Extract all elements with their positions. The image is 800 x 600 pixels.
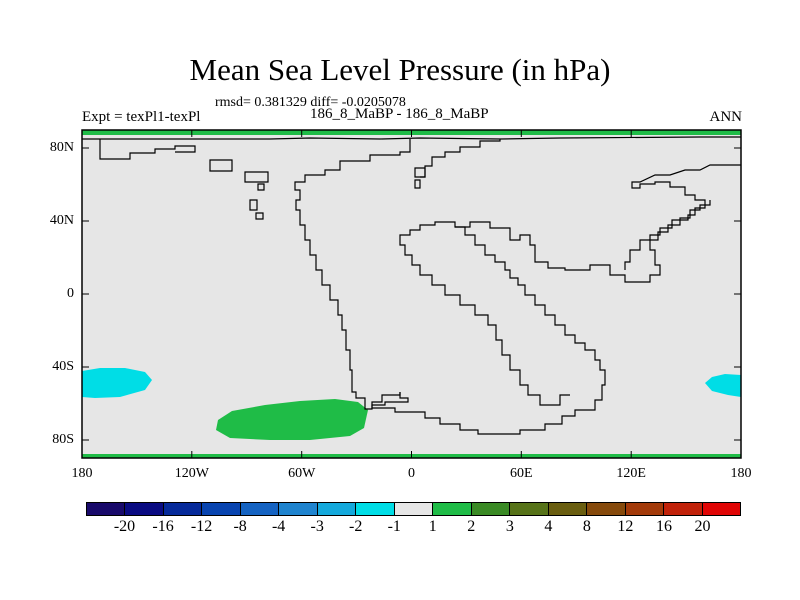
colorbar-box (317, 503, 357, 515)
x-tick-label: 60W (288, 466, 316, 481)
coastline-small-island-3 (257, 183, 265, 191)
x-tick-label: 0 (408, 466, 415, 481)
colorbar-box (587, 503, 626, 515)
coastline-small-island-1 (209, 159, 233, 172)
colorbar-box (125, 503, 164, 515)
colorbar-label: -4 (271, 518, 286, 535)
colorbar-box (202, 503, 241, 515)
coastline-small-island-2 (244, 171, 269, 183)
colorbar-box (356, 503, 395, 515)
colorbar-label: -8 (233, 518, 247, 535)
colorbar-label: 2 (467, 518, 476, 535)
colorbar-label: 3 (505, 518, 514, 535)
colorbar-box (664, 503, 703, 515)
colorbar-label: 12 (617, 518, 634, 535)
tick-marks (81, 130, 742, 458)
y-tick-label: 80S (52, 432, 74, 447)
y-tick-label: 80N (49, 140, 74, 155)
y-tick-label: 40S (52, 359, 74, 374)
colorbar-label: -1 (387, 518, 401, 535)
colorbar-box (702, 503, 740, 515)
coastline-north-polar (82, 136, 741, 140)
coastlines (82, 136, 741, 435)
x-tick-label: 180 (71, 466, 93, 481)
colorbar-label: -3 (310, 518, 324, 535)
colorbar-box (433, 503, 472, 515)
y-tick-label: 0 (67, 286, 74, 301)
anomaly-southwest-pacific (82, 368, 152, 398)
coastline-asia-east (624, 164, 741, 270)
colorbar-label: 16 (655, 518, 672, 535)
coastline-central-america-link (420, 139, 501, 178)
colorbar-box (240, 503, 280, 515)
colorbar-box (394, 503, 434, 515)
colorbar (86, 502, 741, 516)
colorbar-label: -12 (190, 518, 213, 535)
x-tick-label: 120E (616, 466, 646, 481)
coastline-americas (294, 139, 411, 410)
colorbar-label: 8 (582, 518, 591, 535)
experiment-label: Expt = texPl1-texPl (82, 109, 201, 125)
plot-title: Mean Sea Level Pressure (in hPa) (189, 52, 611, 87)
colorbar-box (471, 503, 511, 515)
coastline-small-island-4 (249, 199, 258, 211)
map-background (82, 130, 741, 458)
coastline-small-island-5 (255, 212, 264, 220)
coastline-small-island-6 (414, 167, 426, 178)
coastline-small-island-7 (414, 179, 421, 189)
colorbar-box (87, 503, 126, 515)
colorbar-label: -2 (349, 518, 363, 535)
colorbar-label: -20 (113, 518, 136, 535)
anomaly-southeast-pacific (705, 374, 741, 397)
stats-line: rmsd= 0.381329 diff= -0.0205078 (215, 95, 406, 110)
coastline-africa (371, 221, 606, 435)
colorbar-label: 20 (694, 518, 711, 535)
x-tick-label: 120W (174, 466, 209, 481)
colorbar-box (510, 503, 549, 515)
colorbar-label: 1 (428, 518, 437, 535)
x-tick-label: 180 (730, 466, 752, 481)
coastline-eurasia-south (455, 200, 711, 283)
coastline-arctic-lobe (99, 139, 196, 160)
colorbar-box (163, 503, 203, 515)
case-label: 186_8_MaBP - 186_8_MaBP (310, 106, 489, 122)
colorbar-box (548, 503, 588, 515)
colorbar-box (625, 503, 665, 515)
y-tick-label: 40N (49, 213, 74, 228)
colorbar-label: -16 (152, 518, 174, 535)
x-tick-label: 60E (510, 466, 533, 481)
season-label: ANN (709, 109, 743, 125)
colorbar-label: 4 (544, 518, 553, 535)
anomaly-south-pacific (216, 399, 368, 440)
colorbar-box (279, 503, 318, 515)
